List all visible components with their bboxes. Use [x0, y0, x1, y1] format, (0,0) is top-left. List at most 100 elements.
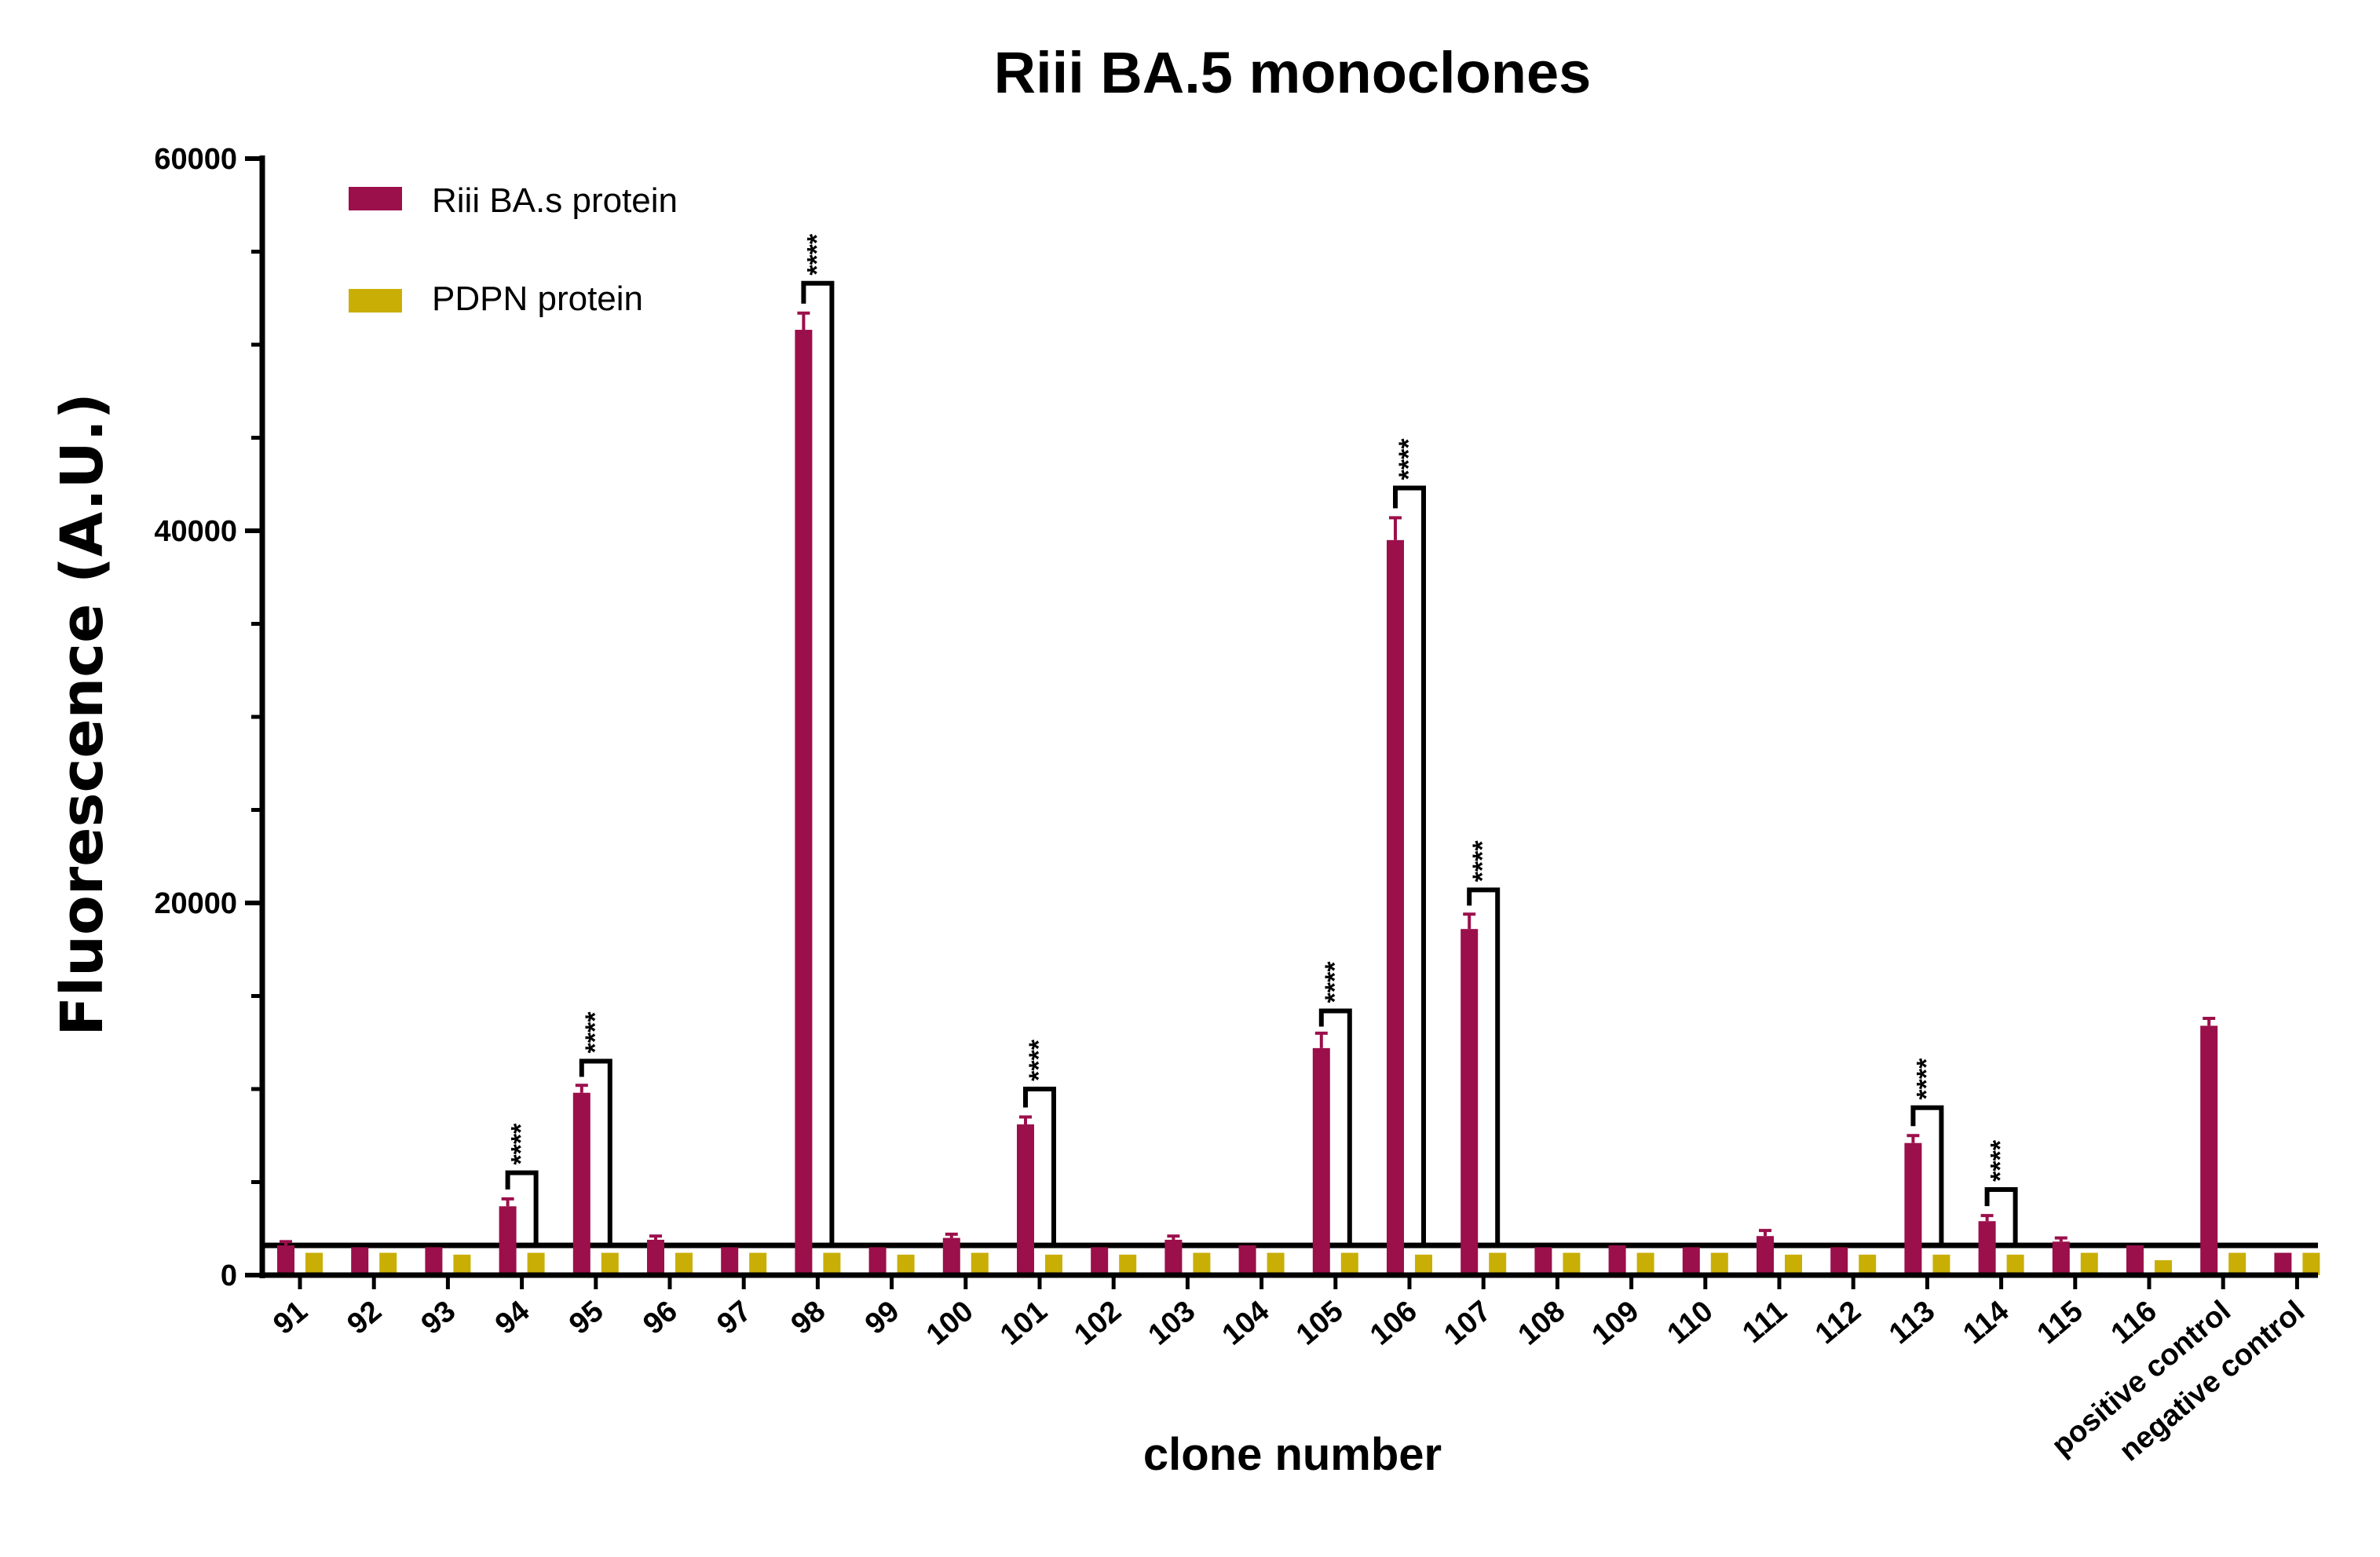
bar-pdpn-105 — [1340, 1252, 1358, 1275]
bar-pdpn-97 — [749, 1252, 767, 1275]
y-axis-label: Fluorescence (A.U.) — [49, 393, 116, 1036]
bar-riii-105 — [1312, 1047, 1330, 1275]
y-tick-label: 60000 — [154, 143, 237, 176]
bar-riii-109 — [1608, 1245, 1626, 1275]
bar-pdpn-112 — [1859, 1254, 1877, 1275]
bar-pdpn-106 — [1415, 1254, 1432, 1275]
bar-pdpn-91 — [305, 1252, 323, 1275]
bar-pdpn-114 — [2006, 1254, 2024, 1275]
bar-pdpn-93 — [453, 1254, 471, 1275]
bar-pdpn-107 — [1489, 1252, 1507, 1275]
x-tick-label-101: 101 — [994, 1295, 1054, 1352]
significance-label-95: **** — [580, 1011, 610, 1054]
bar-pdpn-100 — [971, 1252, 989, 1275]
x-tick-label-102: 102 — [1068, 1295, 1128, 1352]
error-bars-layer — [280, 311, 2216, 1246]
significance-bracket-95 — [579, 1058, 612, 1244]
bar-pdpn-104 — [1267, 1252, 1285, 1275]
bar-riii-108 — [1534, 1247, 1552, 1275]
bar-riii-111 — [1757, 1236, 1774, 1275]
x-tick-label-95: 95 — [563, 1295, 609, 1341]
x-tick-label-109: 109 — [1586, 1295, 1646, 1352]
bar-pdpn-99 — [897, 1254, 915, 1275]
bar-riii-110 — [1682, 1247, 1700, 1275]
legend-swatch-riii — [349, 187, 402, 210]
bar-pdpn-111 — [1785, 1254, 1802, 1275]
bar-pdpn-92 — [379, 1252, 397, 1275]
x-tick-label-112: 112 — [1809, 1295, 1867, 1351]
bar-pdpn-101 — [1045, 1254, 1062, 1275]
bar-pdpn-94 — [527, 1252, 545, 1275]
bar-riii-92 — [351, 1247, 369, 1275]
x-tick-label-97: 97 — [711, 1295, 758, 1341]
significance-label-106: **** — [1394, 438, 1424, 481]
y-tick-label: 40000 — [154, 515, 237, 548]
y-tick-label: 20000 — [154, 887, 237, 920]
significance-bracket-94 — [505, 1170, 539, 1244]
y-ticks-layer: 0 20000 40000 60000 — [154, 143, 262, 1292]
x-tick-label-105: 105 — [1290, 1295, 1350, 1352]
legend: Riii BA.s protein PDPN protein — [349, 181, 678, 318]
bar-riii-95 — [572, 1092, 590, 1275]
significance-label-94: **** — [506, 1123, 536, 1165]
legend-label-riii: Riii BA.s protein — [432, 181, 678, 220]
bar-riii-99 — [868, 1247, 887, 1275]
bar-pdpn-103 — [1193, 1252, 1211, 1275]
bars-layer — [277, 330, 2320, 1275]
bar-pdpn-113 — [1932, 1254, 1950, 1275]
significance-bracket-105 — [1318, 1008, 1352, 1244]
bar-riii-112 — [1830, 1247, 1848, 1275]
bar-riii-106 — [1387, 539, 1404, 1275]
legend-label-pdpn: PDPN protein — [432, 280, 643, 318]
x-axis-label: clone number — [1143, 1429, 1442, 1480]
bar-pdpn-108 — [1563, 1252, 1581, 1275]
bar-riii-93 — [425, 1247, 443, 1275]
bar-riii-100 — [942, 1237, 960, 1275]
x-tick-label-106: 106 — [1364, 1295, 1424, 1352]
significance-bracket-98 — [801, 280, 835, 1244]
bar-riii-114 — [1978, 1221, 1996, 1275]
bar-riii-116 — [2126, 1245, 2144, 1275]
bar-riii-104 — [1238, 1245, 1256, 1275]
legend-swatch-pdpn — [349, 289, 402, 312]
x-tick-label-107: 107 — [1438, 1295, 1497, 1352]
axes-layer — [259, 155, 2318, 1278]
bar-pdpn-95 — [601, 1252, 619, 1275]
significance-label-98: **** — [802, 233, 832, 276]
x-tick-label-100: 100 — [920, 1295, 980, 1352]
x-tick-label-116: 116 — [2105, 1295, 2163, 1351]
bar-pdpn-110 — [1710, 1252, 1728, 1275]
x-tick-label-96: 96 — [637, 1295, 683, 1341]
bar-riii-97 — [721, 1247, 739, 1275]
significance-bracket-107 — [1467, 887, 1501, 1244]
bar-pdpn-102 — [1119, 1254, 1137, 1275]
bar-pdpn-98 — [823, 1252, 841, 1275]
significance-label-113: **** — [1911, 1058, 1941, 1100]
bar-pdpn-negative-control — [2302, 1252, 2320, 1275]
bar-riii-102 — [1091, 1247, 1109, 1275]
bar-riii-107 — [1461, 929, 1479, 1275]
x-tick-label-98: 98 — [785, 1295, 832, 1341]
x-tick-label-103: 103 — [1142, 1295, 1202, 1352]
y-tick-label: 0 — [221, 1259, 237, 1292]
x-tick-label-111: 111 — [1736, 1295, 1793, 1350]
bar-pdpn-116 — [2155, 1260, 2172, 1275]
x-tick-label-92: 92 — [342, 1295, 388, 1341]
x-tick-label-93: 93 — [415, 1295, 462, 1341]
bar-riii-115 — [2052, 1241, 2070, 1275]
significance-bracket-106 — [1393, 485, 1426, 1245]
significance-label-107: **** — [1468, 840, 1497, 883]
bar-riii-101 — [1017, 1124, 1034, 1275]
significance-bracket-114 — [1984, 1186, 2018, 1245]
bar-riii-98 — [795, 330, 813, 1275]
x-tick-label-114: 114 — [1957, 1295, 2015, 1351]
x-tick-label-104: 104 — [1216, 1295, 1276, 1352]
significance-bracket-113 — [1910, 1105, 1944, 1245]
bar-riii-negative-control — [2274, 1252, 2292, 1275]
x-tick-label-113: 113 — [1883, 1295, 1941, 1351]
x-tick-label-108: 108 — [1512, 1295, 1572, 1352]
x-tick-label-115: 115 — [2031, 1295, 2089, 1351]
x-tick-label-110: 110 — [1662, 1295, 1720, 1351]
bar-riii-94 — [499, 1206, 517, 1275]
